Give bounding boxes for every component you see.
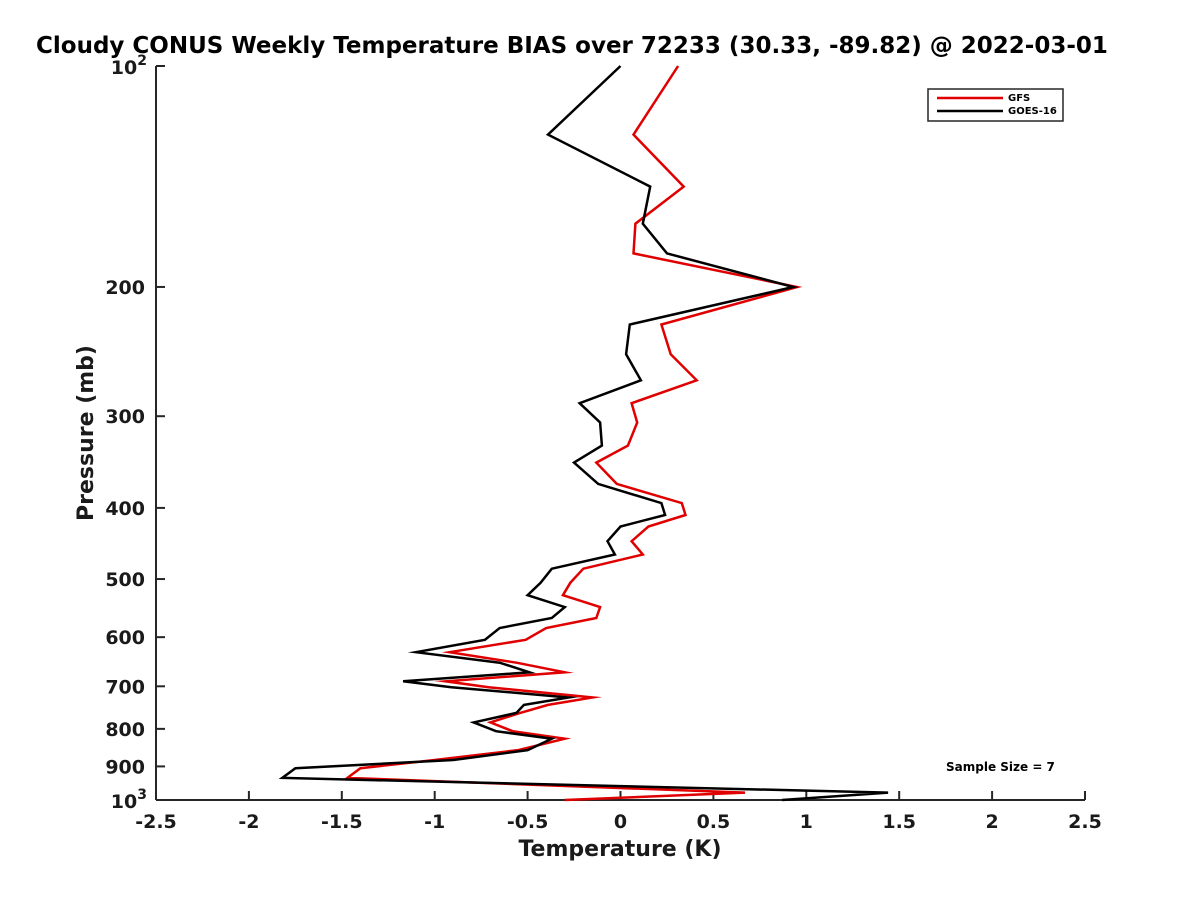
y-tick-label: 103 bbox=[111, 787, 147, 813]
series-layer bbox=[278, 65, 889, 802]
y-tick-label: 200 bbox=[105, 277, 145, 299]
series-line-goes16 bbox=[278, 65, 889, 802]
y-tick-label: 400 bbox=[105, 498, 145, 520]
y-tick-label: 500 bbox=[105, 569, 145, 591]
y-tick-label: 800 bbox=[105, 719, 145, 741]
chart-title: Cloudy CONUS Weekly Temperature BIAS ove… bbox=[36, 33, 1108, 59]
plot-area bbox=[155, 66, 1085, 801]
legend-label-gfs: GFS bbox=[1008, 93, 1030, 104]
y-tick-exponent: 2 bbox=[137, 53, 147, 69]
x-tick-label: -2 bbox=[238, 811, 259, 833]
x-tick-label: 2 bbox=[985, 811, 998, 833]
series-line-gfs bbox=[343, 65, 803, 802]
x-tick-label: 0 bbox=[614, 811, 627, 833]
x-ticks: -2.5 -2 -1.5 -1 -0.5 0 0.5 1 1.5 2 2.5 bbox=[135, 791, 1102, 833]
y-tick-label: 102 bbox=[111, 53, 147, 79]
x-tick-label: 2.5 bbox=[1068, 811, 1102, 833]
y-tick-base: 10 bbox=[111, 57, 137, 79]
sample-size-annotation: Sample Size = 7 bbox=[946, 760, 1055, 774]
x-tick-label: 0.5 bbox=[697, 811, 731, 833]
legend-box bbox=[927, 88, 1064, 122]
y-axis-label: Pressure (mb) bbox=[74, 345, 99, 521]
y-tick-label: 300 bbox=[105, 406, 145, 428]
legend-label-goes16: GOES-16 bbox=[1008, 106, 1057, 117]
x-tick-label: 1.5 bbox=[882, 811, 916, 833]
y-tick-base: 10 bbox=[111, 791, 137, 813]
x-tick-label: -0.5 bbox=[507, 811, 549, 833]
x-tick-label: -1.5 bbox=[321, 811, 363, 833]
x-tick-label: 1 bbox=[800, 811, 813, 833]
x-axis-label: Temperature (K) bbox=[518, 837, 721, 862]
y-tick-exponent: 3 bbox=[137, 787, 147, 803]
x-tick-label: -2.5 bbox=[135, 811, 177, 833]
legend: GFS GOES-16 bbox=[927, 88, 1064, 122]
x-tick-label: -1 bbox=[424, 811, 445, 833]
y-tick-label: 700 bbox=[105, 676, 145, 698]
y-tick-label: 900 bbox=[105, 756, 145, 778]
y-tick-label: 600 bbox=[105, 627, 145, 649]
